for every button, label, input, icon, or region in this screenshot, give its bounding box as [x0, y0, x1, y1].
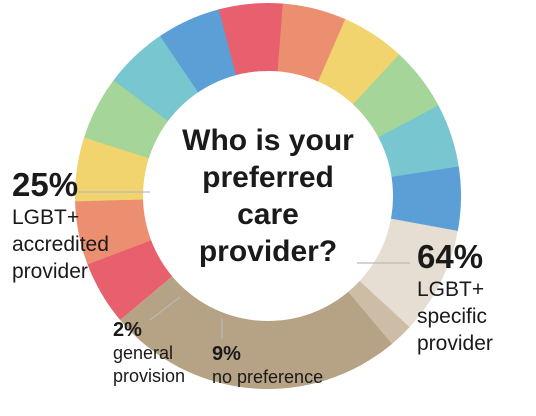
- slice-text-accredited-2: accredited: [12, 233, 109, 256]
- slice-specific-band: [75, 187, 144, 202]
- slice-text-specific-3: provider: [417, 332, 493, 355]
- slice-pct-accredited: 25%: [12, 166, 79, 203]
- slice-specific-band: [302, 10, 335, 79]
- slice-specific-band: [77, 215, 147, 240]
- slice-specific-band: [130, 51, 186, 109]
- slice-specific-band: [392, 201, 461, 220]
- slice-specific-band: [310, 14, 347, 82]
- slice-specific-band: [84, 124, 152, 159]
- slice-specific-band: [318, 19, 358, 86]
- slice-specific-band: [77, 149, 147, 175]
- slice-specific-band: [87, 239, 155, 277]
- title-line-4: provider?: [198, 235, 338, 268]
- slice-specific-band: [244, 3, 262, 72]
- slice-specific-band: [325, 24, 370, 90]
- slice-2: [348, 280, 410, 344]
- slice-specific-band: [160, 28, 206, 93]
- slice-specific-band: [139, 42, 192, 103]
- slice-specific-band: [256, 2, 271, 72]
- slice-specific-band: [390, 210, 460, 232]
- slice-specific-band: [352, 54, 410, 111]
- slice-text-specific-2: specific: [417, 305, 488, 328]
- slice-specific-band: [99, 90, 164, 136]
- title-line-2: preferred: [202, 161, 334, 194]
- title-line-1: Who is your: [182, 124, 354, 157]
- slice-specific-band: [171, 22, 214, 88]
- slice-specific-band: [389, 153, 459, 178]
- slice-specific-band: [182, 17, 221, 84]
- slice-label-general: 2% general provision: [113, 318, 185, 388]
- slice-pct-general: 2%: [113, 319, 142, 341]
- slice-text-accredited-3: provider: [12, 260, 88, 283]
- title-line-3: care: [237, 198, 299, 231]
- slice-text-nopref-1: no preference: [212, 367, 324, 387]
- slice-specific-band: [346, 45, 400, 105]
- slice-1: [359, 218, 458, 328]
- slice-specific-band: [106, 79, 169, 128]
- donut-ring: [75, 2, 461, 389]
- slice-text-accredited-1: LGBT+: [12, 206, 80, 229]
- slice-specific-band: [231, 4, 254, 74]
- slice-specific-band: [113, 69, 174, 122]
- slice-specific-band: [332, 31, 380, 95]
- slice-specific-band: [194, 12, 229, 81]
- slice-specific-band: [277, 3, 297, 73]
- slice-specific-band: [121, 60, 180, 115]
- slice-specific-band: [339, 38, 391, 100]
- slice-specific-band: [93, 101, 160, 143]
- slice-specific-band: [97, 255, 163, 300]
- slice-specific-band: [382, 117, 450, 154]
- slice-specific-band: [206, 9, 237, 78]
- slice-specific-band: [111, 269, 173, 321]
- slice-specific-band: [392, 192, 461, 207]
- slice-specific-band: [294, 7, 322, 76]
- slice-specific-band: [378, 105, 445, 146]
- slice-text-specific-1: LGBT+: [417, 278, 485, 301]
- slice-specific-band: [104, 262, 168, 310]
- slice-specific-band: [374, 94, 439, 138]
- slice-specific-band: [285, 4, 310, 74]
- slice-specific-band: [75, 174, 144, 192]
- slice-pct-specific: 64%: [417, 238, 484, 275]
- slice-pct-nopref: 9%: [212, 343, 241, 365]
- slice-specific-band: [392, 179, 461, 195]
- slice-label-nopref: 9% no preference: [212, 342, 323, 389]
- slice-3: [120, 276, 393, 389]
- slice-specific-band: [218, 6, 245, 76]
- slice-text-general-1: general: [113, 343, 174, 363]
- slice-label-accredited: 25% LGBT+ accredited provider: [12, 166, 109, 285]
- slice-specific-band: [358, 63, 418, 117]
- slice-specific-band: [80, 136, 150, 167]
- slice-label-specific: 64% LGBT+ specific provider: [417, 238, 493, 357]
- general-leader-line: [149, 296, 181, 321]
- slice-specific-band: [76, 161, 145, 183]
- slice-specific-band: [385, 128, 454, 162]
- slice-specific-band: [92, 247, 159, 289]
- slice-specific-band: [75, 198, 144, 215]
- slice-specific-band: [83, 231, 152, 265]
- slice-specific-band: [149, 35, 199, 98]
- chart-title: Who is your preferred care provider?: [168, 122, 368, 270]
- slice-specific-band: [369, 83, 433, 131]
- slice-specific-band: [364, 73, 426, 124]
- slice-specific-band: [269, 3, 284, 72]
- slice-specific-band: [88, 112, 156, 151]
- slice-specific-band: [79, 223, 149, 253]
- slice-text-general-2: provision: [113, 366, 186, 386]
- slice-specific-band: [387, 141, 457, 170]
